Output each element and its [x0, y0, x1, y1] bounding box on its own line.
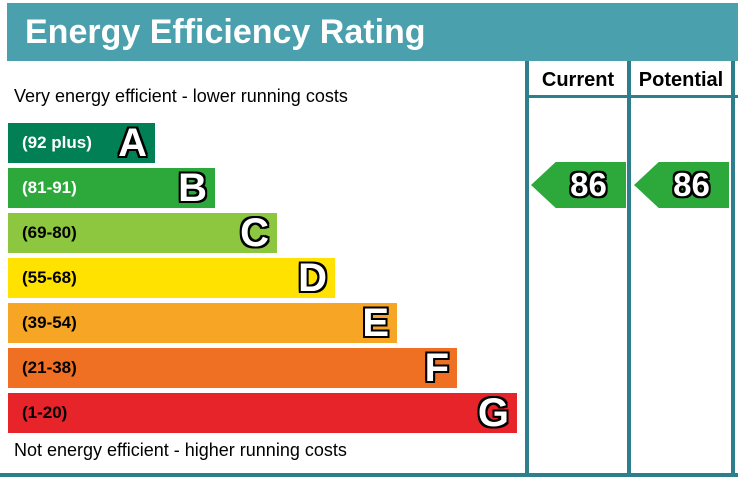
- band-letter: B: [178, 166, 207, 210]
- potential-column-header: Potential: [638, 68, 724, 91]
- chart-title-bar: Energy Efficiency Rating: [7, 3, 738, 61]
- column-divider: [627, 61, 631, 477]
- current-column-header: Current: [541, 68, 615, 91]
- band-row-b: (81-91) B: [8, 168, 215, 208]
- band-row-f: (21-38) F: [8, 348, 457, 388]
- band-range-label: (69-80): [22, 223, 77, 242]
- table-bottom-border: [0, 473, 738, 477]
- potential-rating-value: 86: [673, 166, 710, 203]
- band-letter: E: [362, 301, 389, 345]
- bottom-note: Not energy efficient - higher running co…: [14, 440, 347, 460]
- band-row-g: (1-20) G: [8, 393, 517, 433]
- current-rating-value: 86: [570, 166, 607, 203]
- band-range-label: (55-68): [22, 268, 77, 287]
- band-letter: G: [477, 391, 509, 435]
- band-row-c: (69-80) C: [8, 213, 277, 253]
- band-letter: C: [240, 211, 269, 255]
- band-range-label: (1-20): [22, 403, 68, 422]
- potential-rating-arrow: 86: [634, 162, 729, 208]
- current-rating-arrow: 86: [531, 162, 626, 208]
- band-letter: D: [298, 256, 327, 300]
- band-range-label: (21-38): [22, 358, 77, 377]
- band-range-label: (92 plus): [22, 133, 92, 152]
- chart-title: Energy Efficiency Rating: [25, 12, 426, 51]
- band-letter: F: [424, 346, 449, 390]
- top-note: Very energy efficient - lower running co…: [14, 86, 348, 106]
- band-row-a: (92 plus) A: [8, 123, 155, 163]
- header-underline: [525, 95, 738, 98]
- band-row-e: (39-54) E: [8, 303, 397, 343]
- current-column-left-border: [525, 61, 529, 477]
- table-right-border: [731, 61, 735, 477]
- band-letter: A: [118, 121, 147, 165]
- band-range-label: (39-54): [22, 313, 77, 332]
- band-row-d: (55-68) D: [8, 258, 335, 298]
- band-range-label: (81-91): [22, 178, 77, 197]
